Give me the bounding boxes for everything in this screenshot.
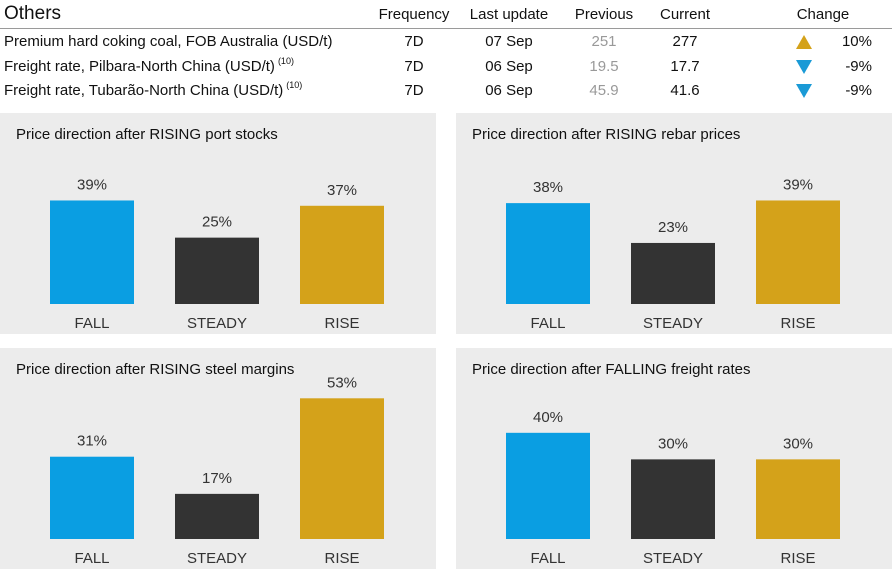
- last-update-value: 06 Sep: [485, 57, 533, 75]
- previous-value: 19.5: [589, 57, 619, 75]
- data-label-fall: 40%: [533, 409, 563, 426]
- bar-steady: [631, 242, 715, 304]
- arrow-up-icon: [796, 35, 812, 49]
- data-label-steady: 23%: [658, 219, 688, 236]
- category-label-fall: FALL: [74, 550, 109, 567]
- data-label-steady: 25%: [202, 214, 232, 231]
- data-label-rise: 39%: [783, 176, 813, 193]
- category-label-rise: RISE: [780, 315, 815, 332]
- data-label-steady: 17%: [202, 470, 232, 487]
- commodity-name: Freight rate, Pilbara-North China (USD/t…: [4, 55, 294, 75]
- bar-fall: [506, 203, 590, 304]
- bar-rise: [756, 200, 840, 304]
- previous-value: 251: [591, 33, 617, 50]
- category-label-rise: RISE: [780, 550, 815, 567]
- category-label-fall: FALL: [530, 315, 565, 332]
- table-row: Freight rate, Pilbara-North China (USD/t…: [0, 54, 892, 79]
- bar-chart-steel-margins: 31% FALL 17% STEADY 53% RISE: [50, 374, 384, 567]
- commodity-name: Premium hard coking coal, FOB Australia …: [4, 33, 333, 50]
- frequency-value: 7D: [404, 33, 424, 50]
- data-label-fall: 39%: [77, 176, 107, 193]
- chart-title: Price direction after RISING port stocks: [16, 126, 278, 143]
- bar-steady: [175, 493, 259, 539]
- section-title: Others: [4, 3, 62, 24]
- header-previous: Previous: [574, 6, 634, 23]
- bar-rise: [300, 398, 384, 539]
- arrow-down-icon: [796, 59, 812, 74]
- data-label-rise: 37%: [327, 182, 357, 199]
- chart-panel-port-stocks: Price direction after RISING port stocks…: [0, 113, 436, 334]
- category-label-fall: FALL: [530, 550, 565, 567]
- chart-panel-steel-margins: Price direction after RISING steel margi…: [0, 348, 436, 569]
- data-label-steady: 30%: [658, 435, 688, 452]
- bar-rise: [756, 459, 840, 539]
- category-label-fall: FALL: [74, 315, 109, 332]
- chart-title: Price direction after FALLING freight ra…: [472, 361, 751, 378]
- header-last-update: Last update: [469, 6, 549, 23]
- chart-panel-rebar-prices: Price direction after RISING rebar price…: [456, 113, 892, 334]
- category-label-rise: RISE: [324, 550, 359, 567]
- others-table: Others Frequency Last update Previous Cu…: [0, 0, 892, 103]
- data-label-rise: 30%: [783, 435, 813, 452]
- data-label-fall: 31%: [77, 433, 107, 450]
- data-label-rise: 53%: [327, 374, 357, 391]
- last-update-value: 06 Sep: [485, 82, 533, 99]
- bar-steady: [631, 459, 715, 539]
- arrow-down-icon: [796, 84, 812, 98]
- chart-title: Price direction after RISING steel margi…: [16, 361, 295, 378]
- header-change: Change: [796, 6, 850, 23]
- header-frequency: Frequency: [378, 6, 450, 23]
- category-label-steady: STEADY: [187, 315, 247, 332]
- bar-chart-rebar-prices: 38% FALL 23% STEADY 39% RISE: [506, 176, 840, 332]
- bar-fall: [50, 200, 134, 304]
- chart-title: Price direction after RISING rebar price…: [472, 126, 741, 143]
- category-label-steady: STEADY: [187, 550, 247, 567]
- table-row: Premium hard coking coal, FOB Australia …: [0, 29, 892, 54]
- change-value: 10%: [841, 33, 872, 50]
- bar-fall: [506, 432, 590, 539]
- bar-steady: [175, 237, 259, 304]
- previous-value: 45.9: [589, 82, 619, 99]
- header-current: Current: [659, 6, 711, 23]
- category-label-steady: STEADY: [643, 315, 703, 332]
- table-header: Others Frequency Last update Previous Cu…: [0, 0, 892, 29]
- change-value: -9%: [845, 82, 872, 99]
- bar-fall: [50, 456, 134, 539]
- last-update-value: 07 Sep: [485, 33, 533, 50]
- change-value: -9%: [845, 57, 872, 75]
- category-label-rise: RISE: [324, 315, 359, 332]
- current-value: 277: [672, 33, 698, 50]
- frequency-value: 7D: [404, 82, 424, 99]
- table-row: Freight rate, Tubarão-North China (USD/t…: [0, 78, 892, 103]
- commodity-name: Freight rate, Tubarão-North China (USD/t…: [4, 80, 303, 99]
- category-label-steady: STEADY: [643, 550, 703, 567]
- chart-panel-freight-rates: Price direction after FALLING freight ra…: [456, 348, 892, 569]
- frequency-value: 7D: [404, 57, 424, 75]
- current-value: 17.7: [670, 57, 700, 75]
- bar-chart-port-stocks: 39% FALL 25% STEADY 37% RISE: [50, 176, 384, 332]
- current-value: 41.6: [670, 82, 700, 99]
- bar-chart-freight-rates: 40% FALL 30% STEADY 30% RISE: [506, 409, 840, 567]
- bar-rise: [300, 205, 384, 304]
- data-label-fall: 38%: [533, 179, 563, 196]
